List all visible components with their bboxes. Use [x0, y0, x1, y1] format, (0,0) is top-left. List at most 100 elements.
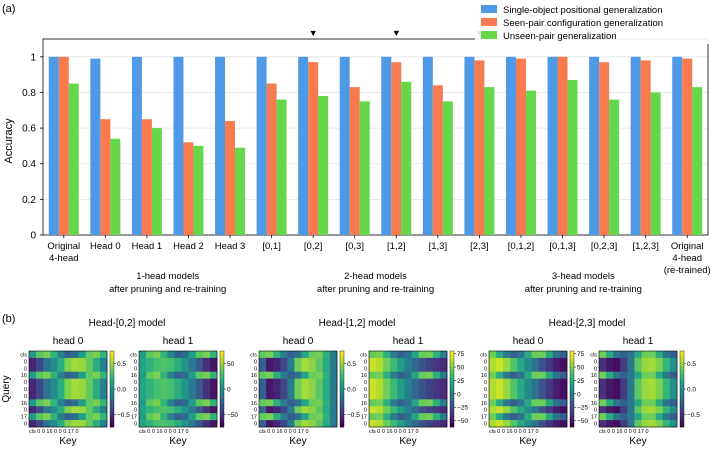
heatmap-cell — [92, 420, 101, 428]
bar — [215, 56, 226, 236]
heatmap-cell — [634, 399, 642, 407]
heatmap-cell — [36, 351, 44, 359]
heatmap-cell — [648, 351, 657, 359]
x-tick-label: [1,3] — [429, 241, 448, 252]
heatmap-cell — [202, 357, 211, 366]
colorbar-segment — [680, 351, 684, 356]
y-axis-label: Accuracy — [3, 118, 15, 164]
heatmap-cell — [439, 399, 448, 407]
heatmap-cell — [397, 392, 405, 400]
heatmap-cell — [397, 385, 405, 393]
heatmap-cell — [538, 420, 547, 428]
heatmap-cell — [655, 357, 664, 366]
heatmap-cell — [294, 392, 302, 400]
heatmap-cell — [329, 351, 338, 359]
heatmap-cell — [209, 378, 218, 386]
legend-swatch — [481, 5, 497, 13]
heatmap-cell — [376, 364, 384, 373]
heatmap-cell — [599, 351, 607, 359]
heatmap-cell — [531, 420, 539, 428]
heatmap-cell — [174, 385, 182, 393]
heatmap-cell — [439, 413, 448, 421]
heatmap-cell — [273, 357, 281, 366]
heatmap-cell — [167, 357, 175, 366]
heatmap-cell — [404, 406, 412, 414]
heatmap-cell — [92, 351, 101, 359]
heatmap-cell — [50, 392, 58, 400]
heatmap-cell — [390, 392, 398, 400]
colorbar-segment — [110, 354, 114, 359]
heatmap-cell — [606, 371, 614, 379]
heatmap-cell — [404, 357, 412, 366]
colorbar-segment — [340, 385, 344, 390]
bar — [682, 58, 693, 235]
heatmap-cell — [439, 351, 448, 359]
heatmap-cell — [383, 371, 391, 379]
heatmap-y-tick-label: 16 — [131, 373, 137, 379]
heatmap-cell — [167, 371, 175, 379]
heatmap-cell — [92, 378, 101, 386]
heatmap-cell — [606, 378, 614, 386]
heatmap-cell — [266, 406, 274, 414]
heatmap-cell — [418, 371, 427, 379]
bar — [48, 56, 59, 236]
heatmap-cell — [57, 392, 65, 400]
heatmap-cell — [531, 351, 539, 359]
heatmap-cell — [634, 371, 642, 379]
heatmap-cell — [627, 364, 635, 373]
colorbar-segment — [220, 373, 224, 378]
heatmap-cell — [510, 406, 518, 414]
bar — [298, 56, 309, 236]
heatmap-cell — [259, 392, 267, 400]
heatmap-cell — [153, 392, 161, 400]
heatmap-cell — [655, 385, 664, 393]
heatmap-cell — [50, 399, 58, 407]
heatmap-cell — [439, 406, 448, 414]
heatmap-cell — [613, 351, 621, 359]
heatmap-cell — [287, 392, 295, 400]
heatmap-cell — [390, 413, 398, 421]
x-tick-label: [0,1,3] — [549, 241, 575, 252]
heatmap-cell — [439, 420, 448, 428]
heatmap-cell — [139, 371, 147, 379]
heatmap-cell — [167, 378, 175, 386]
heatmap-cell — [418, 399, 427, 407]
heatmap-cell — [36, 357, 44, 366]
heatmap-cell — [160, 357, 168, 366]
colorbar-segment — [340, 404, 344, 409]
heatmap-cell — [57, 351, 65, 359]
heatmap-cell — [620, 420, 628, 428]
heatmap-y-tick-label: 0 — [594, 408, 597, 414]
heatmap-cell — [620, 357, 628, 366]
colorbar-segment — [570, 362, 574, 367]
heatmap-cell — [524, 385, 532, 393]
heatmap-cell — [146, 378, 154, 386]
heatmap-cell — [418, 413, 427, 421]
heatmap-y-tick-label: 0 — [254, 408, 257, 414]
heatmap-cell — [160, 364, 168, 373]
bar — [381, 56, 392, 236]
heatmap-cell — [397, 351, 405, 359]
colorbar-tick-label: 0.0 — [117, 387, 126, 394]
heatmap-y-tick-label: 0 — [594, 366, 597, 372]
heatmap-cell — [71, 357, 79, 366]
heatmap-cell — [517, 371, 525, 379]
heatmap-cell — [369, 351, 377, 359]
heatmap-cell — [259, 385, 267, 393]
heatmap-y-tick-label: 17 — [481, 415, 487, 421]
heatmap-cell — [294, 371, 302, 379]
heatmap-cell — [390, 385, 398, 393]
heatmap-cell — [329, 420, 338, 428]
heatmap-cell — [294, 399, 302, 407]
colorbar-segment — [680, 358, 684, 363]
heatmap-cell — [634, 406, 642, 414]
heatmap-x-axis-label: Key — [399, 436, 416, 447]
heatmap-cell — [496, 406, 504, 414]
heatmap-cell — [85, 385, 94, 393]
heatmap-cell — [545, 357, 554, 366]
heatmap-cell — [29, 357, 37, 366]
heatmap-cell — [383, 364, 391, 373]
heatmap-cell — [510, 364, 518, 373]
heatmap-x-axis-label: Key — [519, 436, 536, 447]
